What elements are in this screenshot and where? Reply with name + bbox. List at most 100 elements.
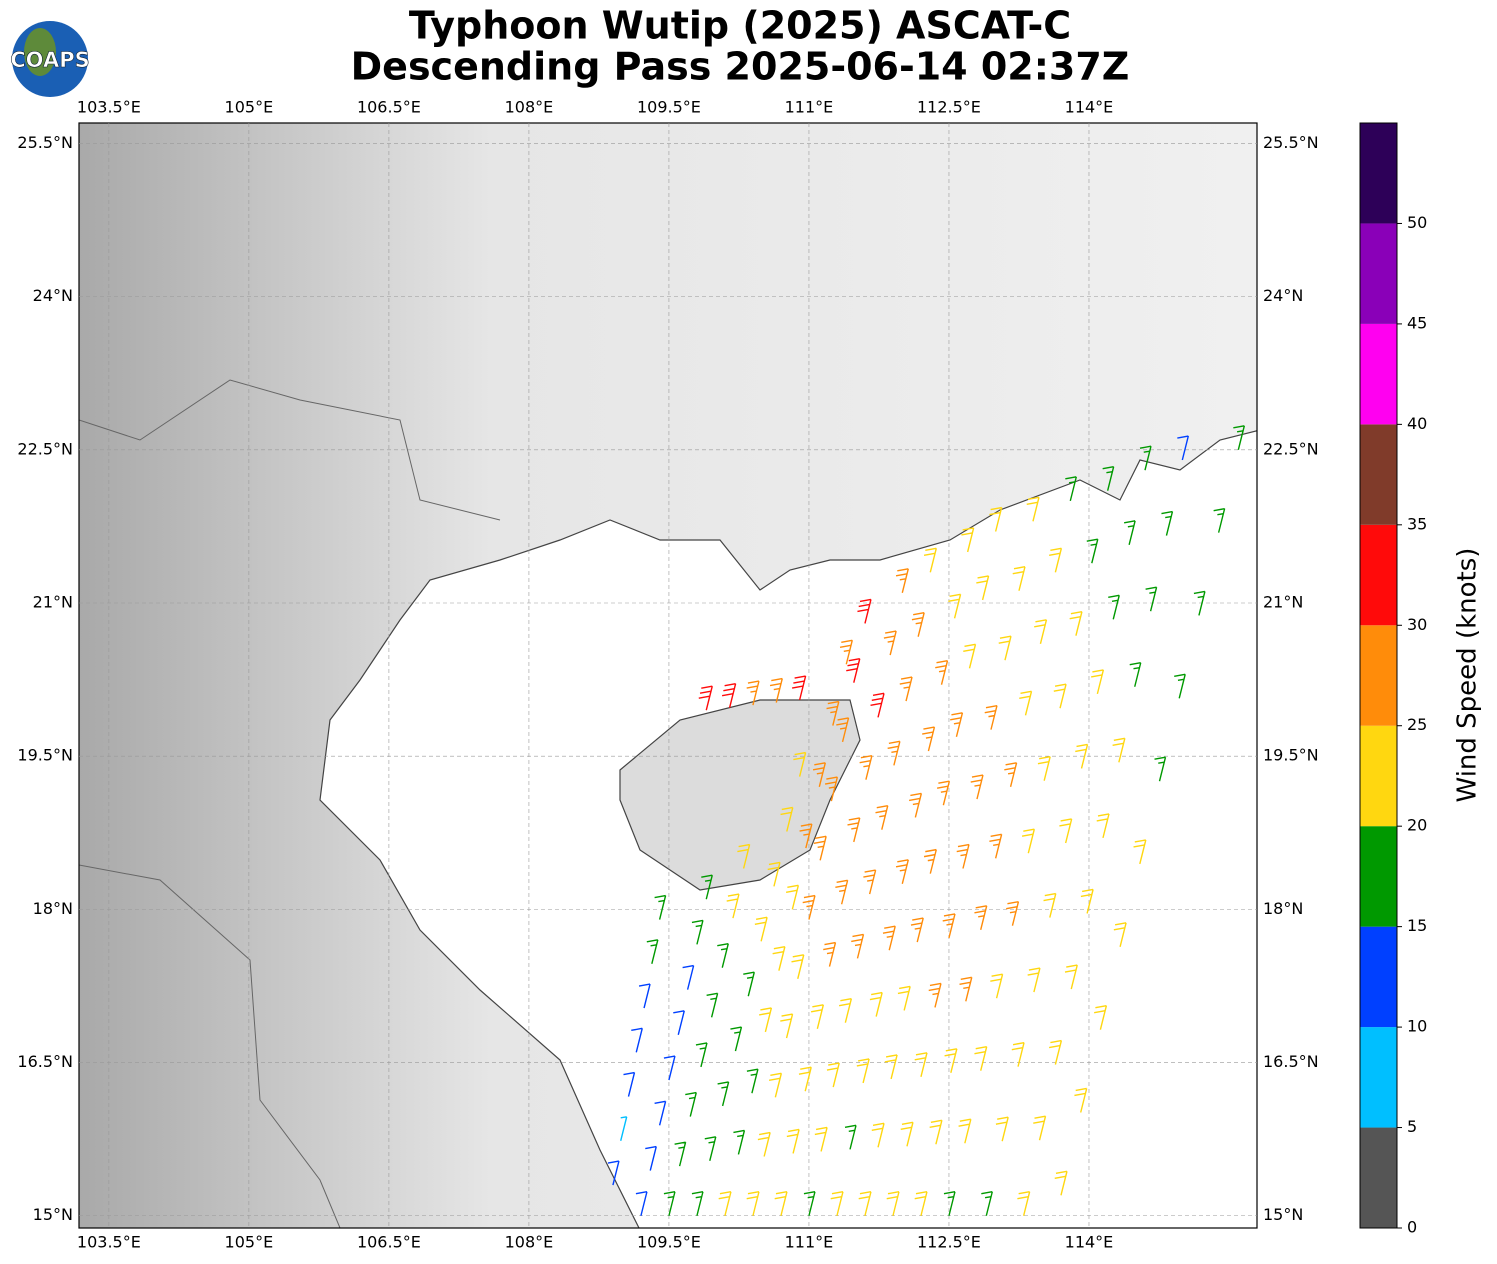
wind-barb: [1129, 662, 1142, 687]
wind-barb: [1034, 619, 1048, 645]
wind-barb: [974, 905, 988, 930]
wind-barb: [638, 983, 651, 1009]
wind-barb: [695, 1042, 708, 1068]
wind-barb: [663, 1191, 676, 1216]
colorbar-segment: [1360, 123, 1397, 224]
colorbar-tick-label: 15: [1407, 916, 1427, 935]
wind-barb: [631, 1027, 643, 1053]
x-tick-label: 105°E: [225, 98, 274, 117]
wind-barb: [1037, 756, 1051, 781]
x-tick-label: 108°E: [505, 1233, 554, 1252]
wind-barb: [908, 792, 923, 818]
wind-barb: [663, 1055, 676, 1081]
colorbar-segment: [1360, 323, 1397, 425]
colorbar-segment: [1360, 926, 1397, 1028]
wind-barb: [620, 1116, 628, 1142]
wind-barb: [799, 823, 813, 849]
wind-barb: [1091, 669, 1105, 695]
wind-barb: [1074, 1087, 1088, 1113]
wind-barb: [956, 843, 970, 869]
wind-barb: [682, 964, 695, 990]
colorbar-tick-label: 50: [1407, 213, 1427, 232]
wind-barb: [730, 1026, 743, 1052]
wind-barb: [948, 593, 962, 619]
wind-barb: [884, 1054, 898, 1080]
wind-barb: [826, 1062, 840, 1088]
wind-barb: [959, 976, 973, 1002]
wind-barb: [936, 780, 951, 806]
colorbar-segment: [1360, 524, 1397, 626]
wind-barb: [923, 547, 937, 573]
wind-barb: [990, 973, 1004, 999]
wind-barb: [914, 1191, 928, 1216]
wind-barb: [737, 843, 751, 869]
wind-barb: [1108, 594, 1120, 620]
wind-barb: [757, 1131, 771, 1157]
wind-barb: [869, 991, 883, 1017]
wind-barb: [1004, 762, 1018, 787]
grid: [79, 123, 1257, 1228]
wind-barb: [851, 933, 865, 959]
wind-barb: [768, 1072, 783, 1098]
x-tick-label: 105°E: [225, 1233, 274, 1252]
y-tick-label: 18°N: [33, 899, 73, 918]
wind-barb: [769, 677, 783, 703]
wind-barb: [950, 712, 964, 737]
colorbar-label: Wind Speed (knots): [1453, 548, 1483, 803]
colorbar-tick-label: 25: [1407, 715, 1427, 734]
border: [79, 379, 501, 1228]
wind-barb: [1113, 922, 1127, 947]
wind-barb: [1027, 967, 1041, 993]
colorbar-tick-label: 5: [1407, 1117, 1417, 1136]
wind-barb: [1064, 964, 1078, 990]
wind-barb: [870, 692, 885, 718]
wind-barb: [981, 1191, 993, 1216]
y-tick-label: 25.5°N: [1263, 133, 1319, 152]
wind-barb: [1161, 510, 1174, 536]
wind-barb: [895, 568, 909, 593]
wind-barb: [1043, 892, 1057, 918]
wind-barb: [882, 925, 896, 951]
wind-barb: [1102, 465, 1115, 491]
x-tick-label: 106.5°E: [357, 98, 421, 117]
colorbar-segment: [1360, 424, 1397, 525]
wind-barb: [929, 1119, 943, 1145]
wind-barb: [1123, 520, 1136, 545]
wind-barb: [911, 612, 925, 637]
wind-barb: [785, 884, 800, 910]
wind-barb: [1154, 756, 1167, 782]
wind-barb: [746, 1068, 759, 1094]
colorbar-tick-label: 40: [1407, 414, 1427, 433]
wind-barb: [963, 643, 977, 669]
wind-barb: [645, 1145, 657, 1171]
wind-barb: [793, 751, 807, 777]
wind-barb: [886, 1191, 900, 1216]
wind-barb: [1069, 610, 1083, 636]
wind-barb: [847, 817, 861, 843]
y-tick-label: 18°N: [1263, 899, 1303, 918]
x-tick-label: 109.5°E: [637, 1233, 701, 1252]
y-tick-label: 16.5°N: [1263, 1052, 1319, 1071]
wind-barb: [1021, 828, 1035, 854]
wind-barb: [863, 869, 877, 895]
wind-barb: [1019, 690, 1033, 716]
wind-barb: [824, 776, 839, 802]
wind-barb: [1012, 566, 1026, 591]
wind-barb: [1053, 683, 1067, 709]
wind-barb: [910, 917, 924, 943]
colorbar-tick-label: 10: [1407, 1017, 1427, 1036]
x-tick-label: 109.5°E: [637, 98, 701, 117]
y-tick-label: 15°N: [1263, 1205, 1303, 1224]
wind-barb: [998, 635, 1012, 661]
y-tick-label: 22.5°N: [1263, 439, 1319, 458]
wind-barb: [774, 1191, 788, 1216]
wind-barb: [914, 1052, 928, 1078]
wind-barb: [970, 774, 984, 800]
wind-barb: [1065, 476, 1077, 502]
y-tick-label: 21°N: [1263, 592, 1303, 611]
wind-barb: [1233, 425, 1246, 450]
wind-barb: [1145, 586, 1158, 612]
wind-barb: [961, 527, 975, 553]
wind-barb: [900, 1121, 914, 1147]
wind-barb: [767, 861, 781, 887]
